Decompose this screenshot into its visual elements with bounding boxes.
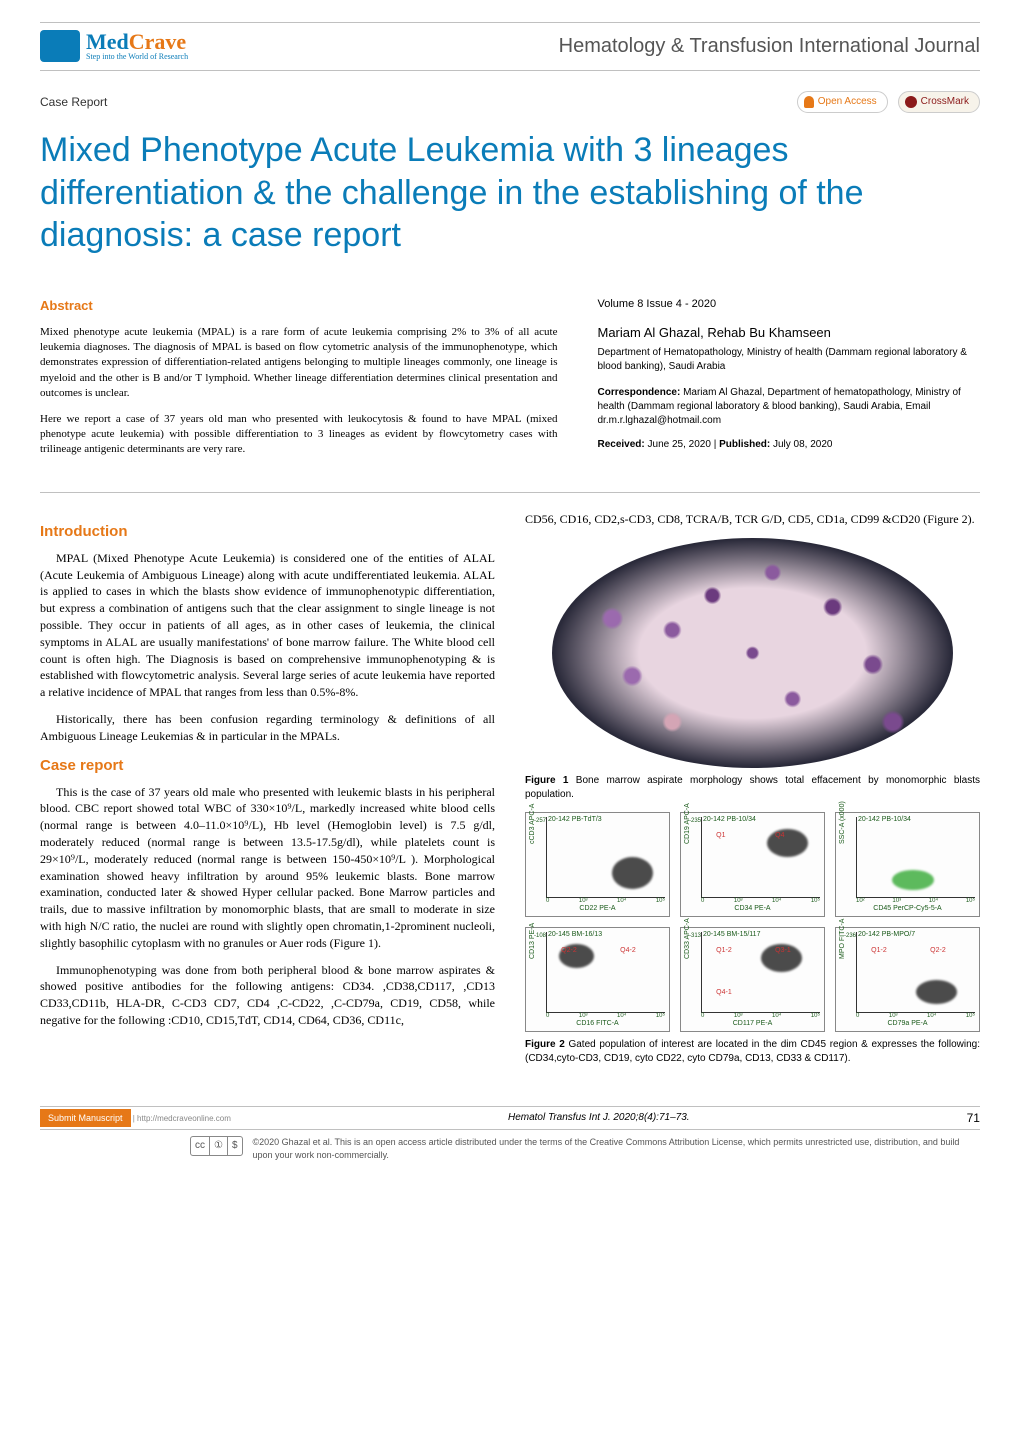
affiliation: Department of Hematopathology, Ministry … (598, 346, 981, 374)
left-column: Introduction MPAL (Mixed Phenotype Acute… (40, 511, 495, 1076)
case-heading: Case report (40, 755, 495, 776)
submit-block: Submit Manuscript | http://medcraveonlin… (40, 1109, 231, 1128)
scatter-plot-3: 20-145 BM-16/13 CD13 PE-A Q2-2Q4-2 010³1… (525, 927, 670, 1032)
meta-divider (40, 492, 980, 493)
logo-icon (40, 30, 80, 62)
scatter-plot-5: 20-142 PB-MPO/7 MPO FITC-A Q1-2Q2-2 010³… (835, 927, 980, 1032)
case-p2: Immunophenotyping was done from both per… (40, 962, 495, 1029)
logo-tagline: Step into the World of Research (86, 53, 188, 61)
case-p1: This is the case of 37 years old male wh… (40, 784, 495, 952)
top-border (40, 22, 980, 23)
received-date: June 25, 2020 | (645, 439, 719, 450)
journal-title: Hematology & Transfusion International J… (559, 32, 980, 60)
page-number: 71 (967, 1110, 980, 1127)
cc-badge: cc ① $ (190, 1136, 243, 1156)
scatter-plot-1: 20-142 PB-10/34 CD19 APC-A Q1Q4 010³10⁴1… (680, 812, 825, 917)
crossmark-label: CrossMark (921, 95, 969, 109)
brand-part-a: Med (86, 29, 129, 54)
publisher-logo: MedCrave Step into the World of Research (40, 30, 188, 62)
fig1-text: Bone marrow aspirate morphology shows to… (525, 775, 980, 800)
logo-wordmark: MedCrave (86, 31, 188, 53)
article-title: Mixed Phenotype Acute Leukemia with 3 li… (40, 129, 980, 257)
footer: Submit Manuscript | http://medcraveonlin… (40, 1106, 980, 1162)
header-row: MedCrave Step into the World of Research… (40, 30, 980, 62)
fig2-label: Figure 2 (525, 1039, 565, 1050)
citation: Hematol Transfus Int J. 2020;8(4):71‒73. (508, 1111, 690, 1125)
scatter-plot-2: 20-142 PB-10/34 SSC-A (x000) 10²10³10⁴10… (835, 812, 980, 917)
intro-heading: Introduction (40, 521, 495, 542)
submit-manuscript-button[interactable]: Submit Manuscript (40, 1109, 131, 1128)
crossmark-badge[interactable]: CrossMark (898, 91, 980, 113)
abstract-p2: Here we report a case of 37 years old ma… (40, 412, 558, 458)
fig1-label: Figure 1 (525, 775, 568, 786)
scatter-plot-0: 20-142 PB-TdT/3 cCD3 APC-A 010³10⁴10⁵ -2… (525, 812, 670, 917)
open-access-badge[interactable]: Open Access (797, 91, 888, 113)
figure-2: 20-142 PB-TdT/3 cCD3 APC-A 010³10⁴10⁵ -2… (525, 812, 980, 1066)
cc-part-3: $ (228, 1137, 242, 1155)
published-label: Published: (719, 439, 770, 450)
cc-part-2: ① (210, 1137, 228, 1155)
received-label: Received: (598, 439, 645, 450)
volume-issue: Volume 8 Issue 4 - 2020 (598, 297, 981, 312)
intro-p2: Historically, there has been confusion r… (40, 711, 495, 745)
intro-p1: MPAL (Mixed Phenotype Acute Leukemia) is… (40, 550, 495, 701)
submit-url: | http://medcraveonline.com (131, 1114, 231, 1123)
scatter-grid: 20-142 PB-TdT/3 cCD3 APC-A 010³10⁴10⁵ -2… (525, 812, 980, 1032)
right-column: CD56, CD16, CD2,s-CD3, CD8, TCRA/B, TCR … (525, 511, 980, 1076)
article-type: Case Report (40, 94, 107, 111)
authors: Mariam Al Ghazal, Rehab Bu Khamseen (598, 324, 981, 342)
correspondence: Correspondence: Mariam Al Ghazal, Depart… (598, 386, 981, 428)
scatter-plot-4: 20-145 BM-15/117 CD33 APC-A Q1-2Q3-1Q4-1… (680, 927, 825, 1032)
right-continue: CD56, CD16, CD2,s-CD3, CD8, TCRA/B, TCR … (525, 511, 980, 528)
abstract-heading: Abstract (40, 297, 558, 315)
figure-1-image (552, 538, 952, 768)
published-date: July 08, 2020 (770, 439, 832, 450)
figure-1: Figure 1 Bone marrow aspirate morphology… (525, 538, 980, 802)
abstract-p1: Mixed phenotype acute leukemia (MPAL) is… (40, 325, 558, 402)
copyright-text: ©2020 Ghazal et al. This is an open acce… (253, 1136, 980, 1161)
dates: Received: June 25, 2020 | Published: Jul… (598, 438, 981, 452)
header-divider (40, 70, 980, 71)
cc-part-1: cc (191, 1137, 210, 1155)
badges-row: Case Report Open Access CrossMark (40, 91, 980, 113)
open-access-label: Open Access (818, 95, 877, 109)
figure-2-caption: Figure 2 Gated population of interest ar… (525, 1038, 980, 1066)
correspondence-label: Correspondence: (598, 387, 681, 398)
brand-part-b: Crave (129, 29, 186, 54)
figure-1-caption: Figure 1 Bone marrow aspirate morphology… (525, 774, 980, 802)
fig2-text: Gated population of interest are located… (525, 1039, 980, 1064)
